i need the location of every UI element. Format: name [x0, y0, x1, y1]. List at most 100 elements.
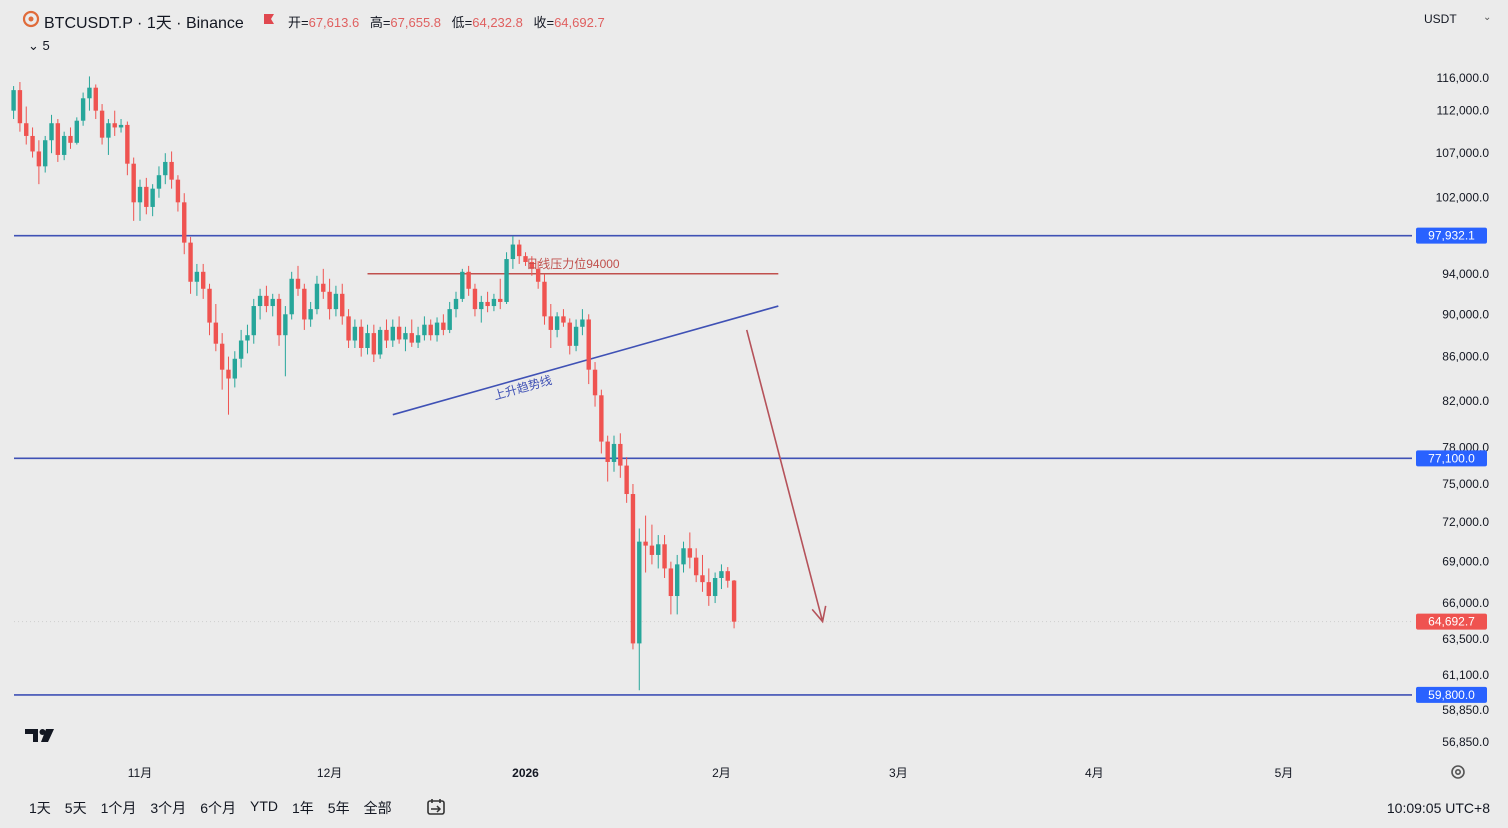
close-label: 收=	[533, 15, 555, 30]
candle-body	[415, 335, 421, 343]
collapse-indicators-toggle[interactable]: ⌄ 5	[28, 38, 50, 53]
flag-icon[interactable]	[263, 13, 275, 25]
candle-body	[80, 98, 86, 121]
candle-body	[49, 123, 54, 141]
candle-body	[270, 298, 275, 307]
candle-body	[390, 326, 395, 341]
y-axis-tick-label: 56,850.0	[1442, 735, 1489, 749]
candle-body	[428, 324, 433, 336]
low-label: 低=	[451, 15, 473, 30]
y-axis-tick-label: 63,500.0	[1442, 632, 1489, 646]
tradingview-logo-icon	[25, 729, 54, 742]
symbol-title[interactable]: BTCUSDT.P · 1天 · Binance	[44, 15, 244, 32]
candle-body	[618, 443, 623, 466]
candle-body	[144, 186, 149, 207]
candle-body	[359, 326, 364, 348]
candle-body	[131, 163, 136, 203]
timeframe-5y-button[interactable]: 5年	[327, 800, 350, 816]
y-axis-tick-label: 112,000.0	[1437, 104, 1490, 118]
candle-body	[352, 326, 358, 341]
timeframe-3m-button[interactable]: 3个月	[150, 800, 187, 816]
candle-body	[137, 186, 143, 203]
candle-body	[314, 283, 320, 310]
down-arrow-line	[745, 329, 824, 622]
ohlc-values: 开=67,613.6 高=67,655.8 低=64,232.8 收=64,69…	[288, 12, 612, 31]
clock-timezone[interactable]: 10:09:05 UTC+8	[1386, 800, 1490, 816]
candle-body	[61, 135, 67, 155]
candle-body	[302, 288, 307, 320]
candle-body	[257, 295, 263, 307]
candle-body	[188, 242, 193, 282]
candle-body	[731, 580, 737, 622]
candle-body	[656, 544, 661, 555]
candle-body	[55, 123, 61, 155]
candle-body	[554, 316, 560, 330]
candle-body	[194, 271, 200, 282]
candle-body	[340, 293, 345, 317]
timeframe-1d-button[interactable]: 1天	[29, 800, 51, 816]
candle-body	[112, 123, 117, 128]
calendar-goto-icon[interactable]	[425, 796, 447, 818]
candle-body	[485, 301, 490, 307]
x-axis-tick-label: 12月	[317, 766, 342, 780]
currency-selector[interactable]: USDT	[1424, 12, 1457, 26]
gear-icon[interactable]	[1450, 764, 1466, 780]
candle-body	[182, 202, 187, 243]
candle-body	[472, 288, 478, 310]
candle-body	[226, 369, 231, 379]
open-label: 开=	[288, 15, 309, 30]
x-axis-tick-label: 11月	[128, 766, 152, 780]
candle-body	[403, 333, 408, 340]
candle-body	[529, 261, 535, 269]
candle-body	[264, 295, 269, 307]
candle-body	[36, 151, 42, 167]
timeframe-ytd-button[interactable]: YTD	[249, 798, 278, 814]
candle-body	[371, 333, 377, 355]
candle-body	[447, 309, 452, 330]
candle-body	[630, 494, 636, 644]
candle-body	[68, 135, 73, 143]
candle-body	[517, 244, 522, 257]
timeframe-1y-button[interactable]: 1年	[291, 800, 314, 816]
candle-body	[219, 343, 225, 370]
x-axis-tick-label: 4月	[1085, 766, 1104, 780]
candle-body	[377, 329, 383, 355]
timeframe-6m-button[interactable]: 6个月	[200, 800, 236, 816]
candle-body	[87, 87, 92, 99]
candle-body	[251, 306, 256, 336]
x-axis-tick-label: 5月	[1275, 766, 1294, 780]
candle-body	[17, 90, 23, 124]
candle-body	[232, 358, 237, 379]
candle-body	[510, 244, 516, 260]
timeframe-5d-button[interactable]: 5天	[64, 800, 87, 816]
candle-body	[93, 87, 98, 111]
candle-body	[460, 271, 465, 299]
y-axis-tick-label: 86,000.0	[1442, 350, 1489, 364]
candle-body	[99, 110, 105, 138]
candle-body	[523, 256, 528, 262]
candle-body	[453, 298, 459, 310]
candle-body	[30, 135, 35, 152]
open-value: 67,613.6	[308, 15, 360, 30]
timeframe-all-button[interactable]: 全部	[363, 800, 392, 816]
chevron-down-icon[interactable]: ⌄	[1483, 12, 1492, 23]
timeframe-1m-button[interactable]: 1个月	[100, 800, 137, 816]
candle-body	[548, 316, 553, 330]
candle-body	[327, 291, 332, 310]
candle-body	[106, 123, 111, 138]
candle-body	[283, 314, 288, 336]
y-axis-tick-label: 82,000.0	[1442, 394, 1489, 408]
candle-body	[599, 395, 604, 442]
candle-body	[24, 123, 29, 136]
y-axis-tick-label: 61,100.0	[1442, 668, 1489, 682]
candle-body	[649, 545, 655, 555]
candle-body	[535, 268, 541, 282]
candle-body	[466, 271, 471, 289]
y-axis-tick-label: 66,000.0	[1442, 596, 1489, 610]
candle-body	[321, 283, 326, 292]
price-chart[interactable]: 日线压力位94000上升趋势线116,000.0112,000.0107,000…	[0, 0, 1508, 790]
candle-body	[592, 369, 598, 396]
candle-body	[681, 548, 686, 565]
low-value: 64,232.8	[472, 15, 523, 30]
candle-body	[245, 335, 250, 341]
